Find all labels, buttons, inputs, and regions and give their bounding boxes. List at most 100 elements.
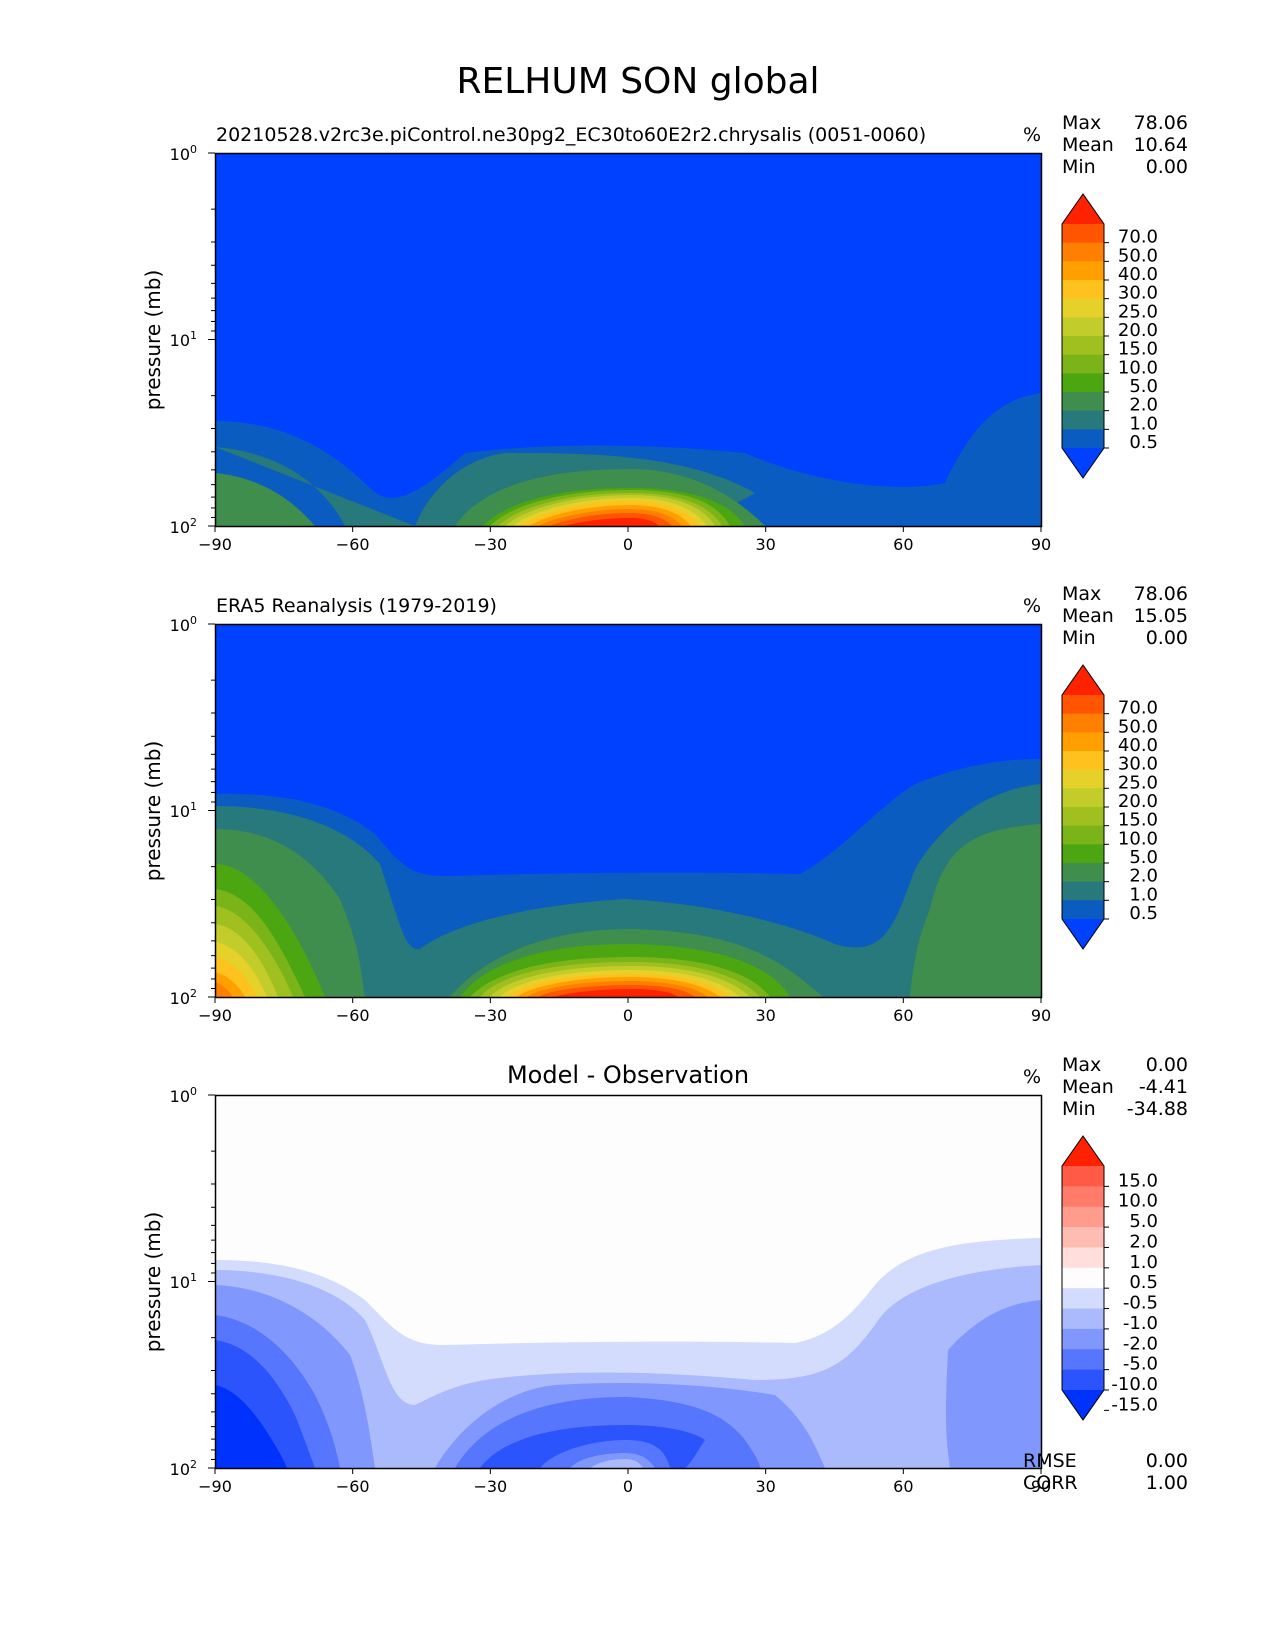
contour-field xyxy=(215,624,1041,997)
y-axis-label: pressure (mb) xyxy=(141,741,165,882)
colorbar-label: 1.0 xyxy=(1129,413,1158,434)
colorbar-segment xyxy=(1062,695,1104,715)
stat-value: 0.00 xyxy=(1146,1054,1188,1076)
x-tick-label: 30 xyxy=(755,1477,775,1496)
colorbar-label: 10.0 xyxy=(1118,1191,1158,1212)
colorbar-label: 15.0 xyxy=(1118,810,1158,831)
colorbar-extend-max xyxy=(1062,665,1104,695)
x-tick-label: −60 xyxy=(336,1006,370,1025)
y-axis-label: pressure (mb) xyxy=(141,1212,165,1353)
colorbar-segment xyxy=(1062,1308,1104,1330)
metric-value: 1.00 xyxy=(1146,1472,1188,1494)
x-tick-label: −90 xyxy=(198,535,232,554)
units-label: % xyxy=(1023,124,1041,146)
colorbar-segment xyxy=(1062,825,1104,845)
colorbar-label: 0.5 xyxy=(1129,903,1158,924)
panel-subtitle: ERA5 Reanalysis (1979-2019) xyxy=(216,595,497,617)
colorbar-segment xyxy=(1062,732,1104,752)
stats-block: Max 0.00 Mean -4.41 Min -34.88 xyxy=(1062,1054,1188,1120)
colorbar-segment xyxy=(1062,881,1104,901)
colorbar-label: 1.0 xyxy=(1129,1252,1158,1273)
x-tick-label: −60 xyxy=(336,535,370,554)
colorbar-label: 0.5 xyxy=(1129,432,1158,453)
colorbar-label: 1.0 xyxy=(1129,884,1158,905)
colorbar-label: 40.0 xyxy=(1118,735,1158,756)
contour-field xyxy=(215,1095,1041,1468)
colorbar-label: 10.0 xyxy=(1118,357,1158,378)
colorbar-segment xyxy=(1062,1227,1104,1248)
colorbar-segment xyxy=(1062,1328,1104,1350)
stat-label: Max xyxy=(1062,1054,1101,1076)
colorbar-label: 0.5 xyxy=(1129,1272,1158,1293)
colorbar-label: 5.0 xyxy=(1129,847,1158,868)
colorbar-extend-min xyxy=(1062,1390,1104,1420)
x-tick-label: 90 xyxy=(1031,1006,1051,1025)
units-label: % xyxy=(1023,1066,1041,1088)
x-ticks: −90 −60 −30 0 30 60 90 xyxy=(198,526,1051,554)
y-ticks xyxy=(208,152,215,527)
colorbar-segment xyxy=(1062,788,1104,808)
colorbar-segment xyxy=(1062,751,1104,771)
colorbar-segment xyxy=(1062,429,1104,449)
colorbar-label: -5.0 xyxy=(1123,1354,1158,1375)
colorbar-segment xyxy=(1062,1186,1104,1208)
colorbar-label: 50.0 xyxy=(1118,245,1158,266)
x-tick-label: −30 xyxy=(473,1006,507,1025)
colorbar-label: 20.0 xyxy=(1118,791,1158,812)
stat-value: -34.88 xyxy=(1127,1098,1188,1120)
stat-value: 10.64 xyxy=(1134,134,1188,156)
y-ticks xyxy=(208,1094,215,1469)
panel-difference: Model - Observation % pressure (mb) 100 … xyxy=(141,1054,1188,1496)
colorbar-segment xyxy=(1062,1267,1104,1289)
colorbar-label: 30.0 xyxy=(1118,754,1158,775)
colorbar-label: 30.0 xyxy=(1118,283,1158,304)
colorbar-label: 25.0 xyxy=(1118,301,1158,322)
colorbar-extend-max xyxy=(1062,1136,1104,1166)
metric-value: 0.00 xyxy=(1146,1450,1188,1472)
stat-value: 0.00 xyxy=(1146,627,1188,649)
stat-value: 78.06 xyxy=(1134,112,1188,134)
stat-label: Mean xyxy=(1062,605,1114,627)
x-tick-label: 30 xyxy=(755,535,775,554)
colorbar-segment xyxy=(1062,844,1104,864)
x-tick-label: 0 xyxy=(623,1006,633,1025)
x-tick-label: 90 xyxy=(1031,535,1051,554)
x-tick-label: 60 xyxy=(893,1006,913,1025)
figure-title: RELHUM SON global xyxy=(456,61,819,102)
colorbar-label: 70.0 xyxy=(1118,698,1158,719)
stat-value: 78.06 xyxy=(1134,583,1188,605)
colorbar-segment xyxy=(1062,1166,1104,1187)
colorbar: 15.010.05.02.01.00.5-0.5-1.0-2.0-5.0-10.… xyxy=(1061,1135,1158,1421)
colorbar-label: 15.0 xyxy=(1118,339,1158,360)
colorbar-segment xyxy=(1062,410,1104,430)
colorbar-label: -0.5 xyxy=(1123,1293,1158,1314)
x-tick-label: −60 xyxy=(336,1477,370,1496)
x-ticks: −90 −60 −30 0 30 60 90 xyxy=(198,1468,1051,1496)
colorbar-label: 2.0 xyxy=(1129,395,1158,416)
colorbar-extend-max xyxy=(1062,194,1104,224)
colorbar-segment xyxy=(1062,713,1104,733)
colorbar-label: 5.0 xyxy=(1129,376,1158,397)
stats-block: Max 78.06 Mean 10.64 Min 0.00 xyxy=(1062,112,1188,178)
colorbar-label: 20.0 xyxy=(1118,320,1158,341)
colorbar-segment xyxy=(1062,280,1104,300)
units-label: % xyxy=(1023,595,1041,617)
colorbar-label: -10.0 xyxy=(1111,1374,1158,1395)
colorbar-segment xyxy=(1062,1349,1104,1371)
x-ticks: −90 −60 −30 0 30 60 90 xyxy=(198,997,1051,1025)
x-tick-label: 0 xyxy=(623,535,633,554)
panel-model: 20210528.v2rc3e.piControl.ne30pg2_EC30to… xyxy=(141,112,1188,554)
colorbar-label: -1.0 xyxy=(1123,1313,1158,1334)
x-tick-label: −30 xyxy=(473,1477,507,1496)
x-tick-label: −90 xyxy=(198,1477,232,1496)
x-tick-label: 60 xyxy=(893,535,913,554)
colorbar-segment xyxy=(1062,373,1104,393)
colorbar-segment xyxy=(1062,1369,1104,1391)
stat-label: Mean xyxy=(1062,134,1114,156)
colorbar-segment xyxy=(1062,769,1104,789)
metrics-block: RMSE 0.00 CORR 1.00 xyxy=(1023,1450,1188,1494)
colorbar: 70.050.040.030.025.020.015.010.05.02.01.… xyxy=(1061,664,1158,950)
contour-field xyxy=(215,153,1041,526)
colorbar-label: 15.0 xyxy=(1118,1170,1158,1191)
